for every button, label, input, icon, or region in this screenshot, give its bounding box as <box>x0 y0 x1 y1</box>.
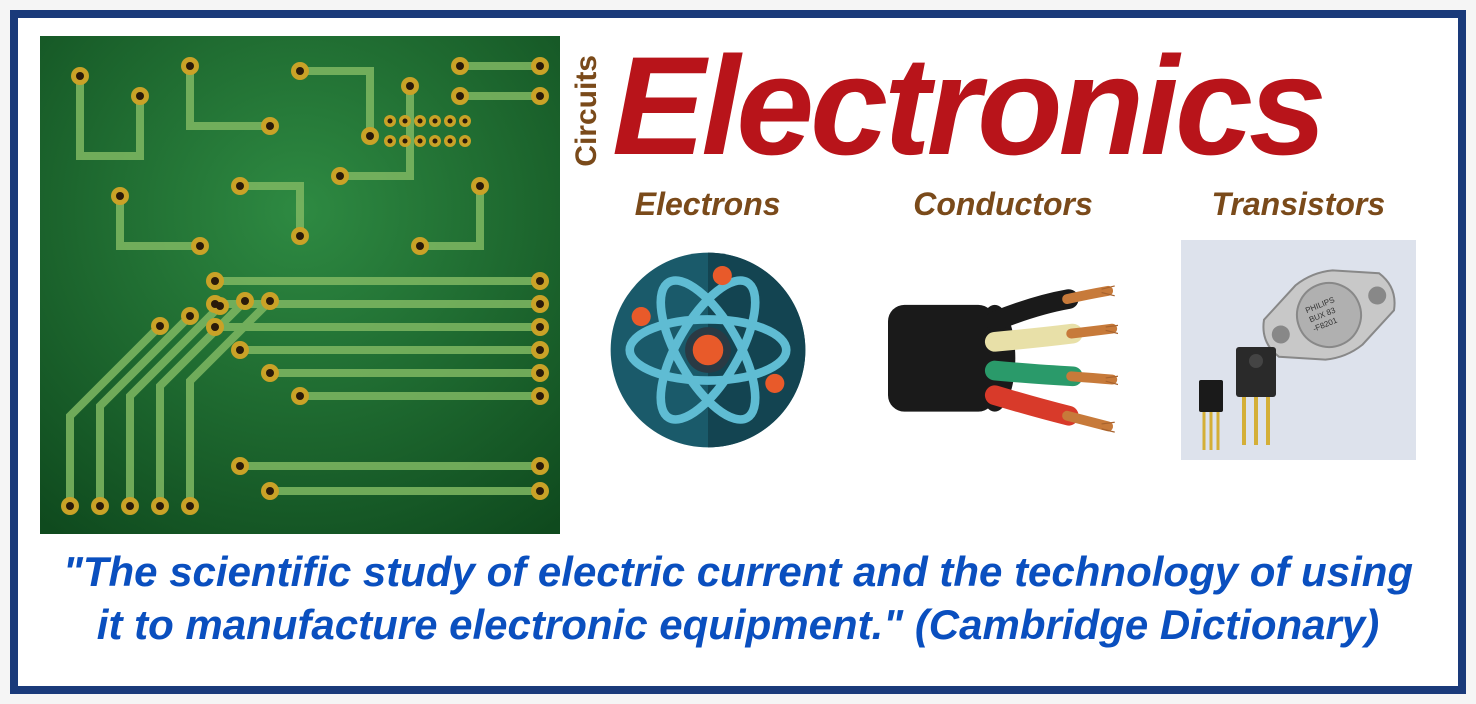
infographic-frame: Circuits Electronics Electrons <box>10 10 1466 694</box>
right-content: Circuits Electronics Electrons <box>560 36 1436 465</box>
atom-icon <box>593 235 823 465</box>
title-row: Circuits Electronics <box>570 36 1436 176</box>
definition-quote: "The scientific study of electric curren… <box>40 546 1436 651</box>
electrons-label: Electrons <box>635 186 781 223</box>
item-transistors: Transistors PHILIPS <box>1183 186 1413 465</box>
items-row: Electrons <box>570 186 1436 465</box>
main-title: Electronics <box>612 36 1323 176</box>
pcb-illustration <box>40 36 560 534</box>
transistors-label: Transistors <box>1211 186 1385 223</box>
circuits-label: Circuits <box>570 55 604 167</box>
conductors-label: Conductors <box>913 186 1093 223</box>
item-conductors: Conductors <box>888 186 1118 465</box>
item-electrons: Electrons <box>593 186 823 465</box>
top-row: Circuits Electronics Electrons <box>40 36 1436 534</box>
cable-icon <box>888 235 1118 465</box>
transistor-icon: PHILIPS BUX 83 -F8201 <box>1183 235 1413 465</box>
